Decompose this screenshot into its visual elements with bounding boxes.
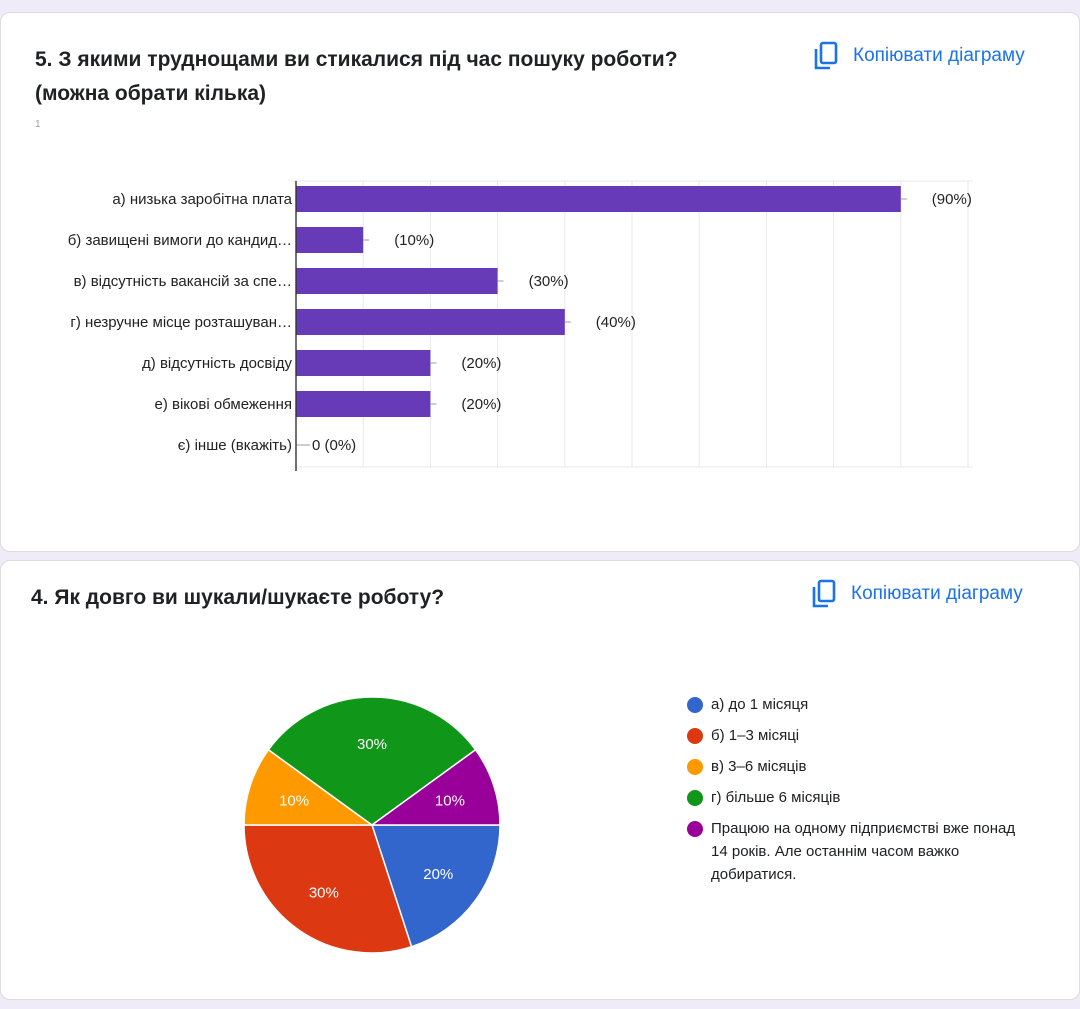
copy-icon [812, 579, 836, 608]
slice-label: 30% [357, 736, 387, 753]
category-label: в) відсутність вакансій за спе… [74, 273, 292, 290]
copy-icon [814, 41, 838, 70]
value-label: (30%) [529, 273, 569, 290]
pie-slice[interactable] [369, 748, 501, 826]
category-label: а) низька заробітна плата [112, 191, 292, 208]
legend-item: а) до 1 місяця [687, 693, 1017, 716]
bar-chart: а) низька заробітна плата (90%) б) завищен… [68, 180, 972, 471]
legend-label: Працюю на одному підприємстві вже понад … [711, 820, 1016, 883]
legend-item: г) більше 6 місяців [687, 786, 1017, 809]
pie-slice[interactable] [267, 696, 477, 826]
bar[interactable] [296, 186, 901, 212]
slice-label: 20% [423, 866, 453, 883]
bar[interactable] [296, 309, 565, 335]
question-4-card: 4. Як довго ви шукали/шукаєте роботу? Ко… [0, 560, 1080, 1000]
bar[interactable] [296, 350, 431, 376]
pie-legend: а) до 1 місяця б) 1–3 місяці в) 3–6 місяці… [687, 693, 1017, 894]
legend-item: б) 1–3 місяці [687, 724, 1017, 747]
question-5-title: 5. З якими труднощами ви стикалися під ч… [35, 48, 678, 105]
bar[interactable] [296, 391, 431, 417]
value-label: (20%) [461, 396, 501, 413]
bar[interactable] [296, 268, 498, 294]
value-label: 0 (0%) [312, 437, 356, 454]
legend-swatch [687, 821, 703, 837]
legend-swatch [687, 790, 703, 806]
copy-chart-button-4[interactable]: Копіювати діаграму [811, 579, 1023, 609]
legend-swatch [687, 728, 703, 744]
copy-chart-label-5: Копіювати діаграму [853, 45, 1025, 66]
legend-label: г) більше 6 місяців [711, 789, 841, 806]
category-label: є) інше (вкажіть) [178, 437, 292, 454]
slice-label: 10% [279, 793, 309, 810]
slice-label: 10% [435, 793, 465, 810]
bar[interactable] [296, 227, 364, 253]
question-4-title: 4. Як довго ви шукали/шукаєте роботу? [31, 586, 445, 609]
legend-swatch [687, 759, 703, 775]
legend-swatch [687, 697, 703, 713]
value-label: (10%) [394, 232, 434, 249]
category-label: г) незручне місце розташуван… [70, 314, 292, 331]
pie-slice[interactable] [370, 824, 501, 948]
legend-label: а) до 1 місяця [711, 696, 809, 713]
category-label: б) завищені вимоги до кандид… [68, 232, 292, 249]
value-label: (90%) [932, 191, 972, 208]
chart-mark: 1 [35, 119, 41, 130]
legend-item: Працюю на одному підприємстві вже понад … [687, 817, 1017, 886]
legend-label: в) 3–6 місяців [711, 758, 807, 775]
value-label: (20%) [461, 355, 501, 372]
legend-item: в) 3–6 місяців [687, 755, 1017, 778]
pie-slice[interactable] [243, 824, 413, 954]
pie-slice[interactable] [243, 748, 375, 826]
slice-label: 30% [309, 884, 339, 901]
legend-label: б) 1–3 місяці [711, 727, 800, 744]
copy-chart-label-4: Копіювати діаграму [851, 583, 1023, 604]
copy-chart-button-5[interactable]: Копіювати діаграму [813, 41, 1025, 71]
pie-chart: 20% 30% 10% 30% 10% [243, 696, 501, 954]
value-label: (40%) [596, 314, 636, 331]
category-label: д) відсутність досвіду [142, 355, 292, 372]
category-label: е) вікові обмеження [154, 396, 292, 413]
question-5-card: 5. З якими труднощами ви стикалися під ч… [0, 12, 1080, 552]
